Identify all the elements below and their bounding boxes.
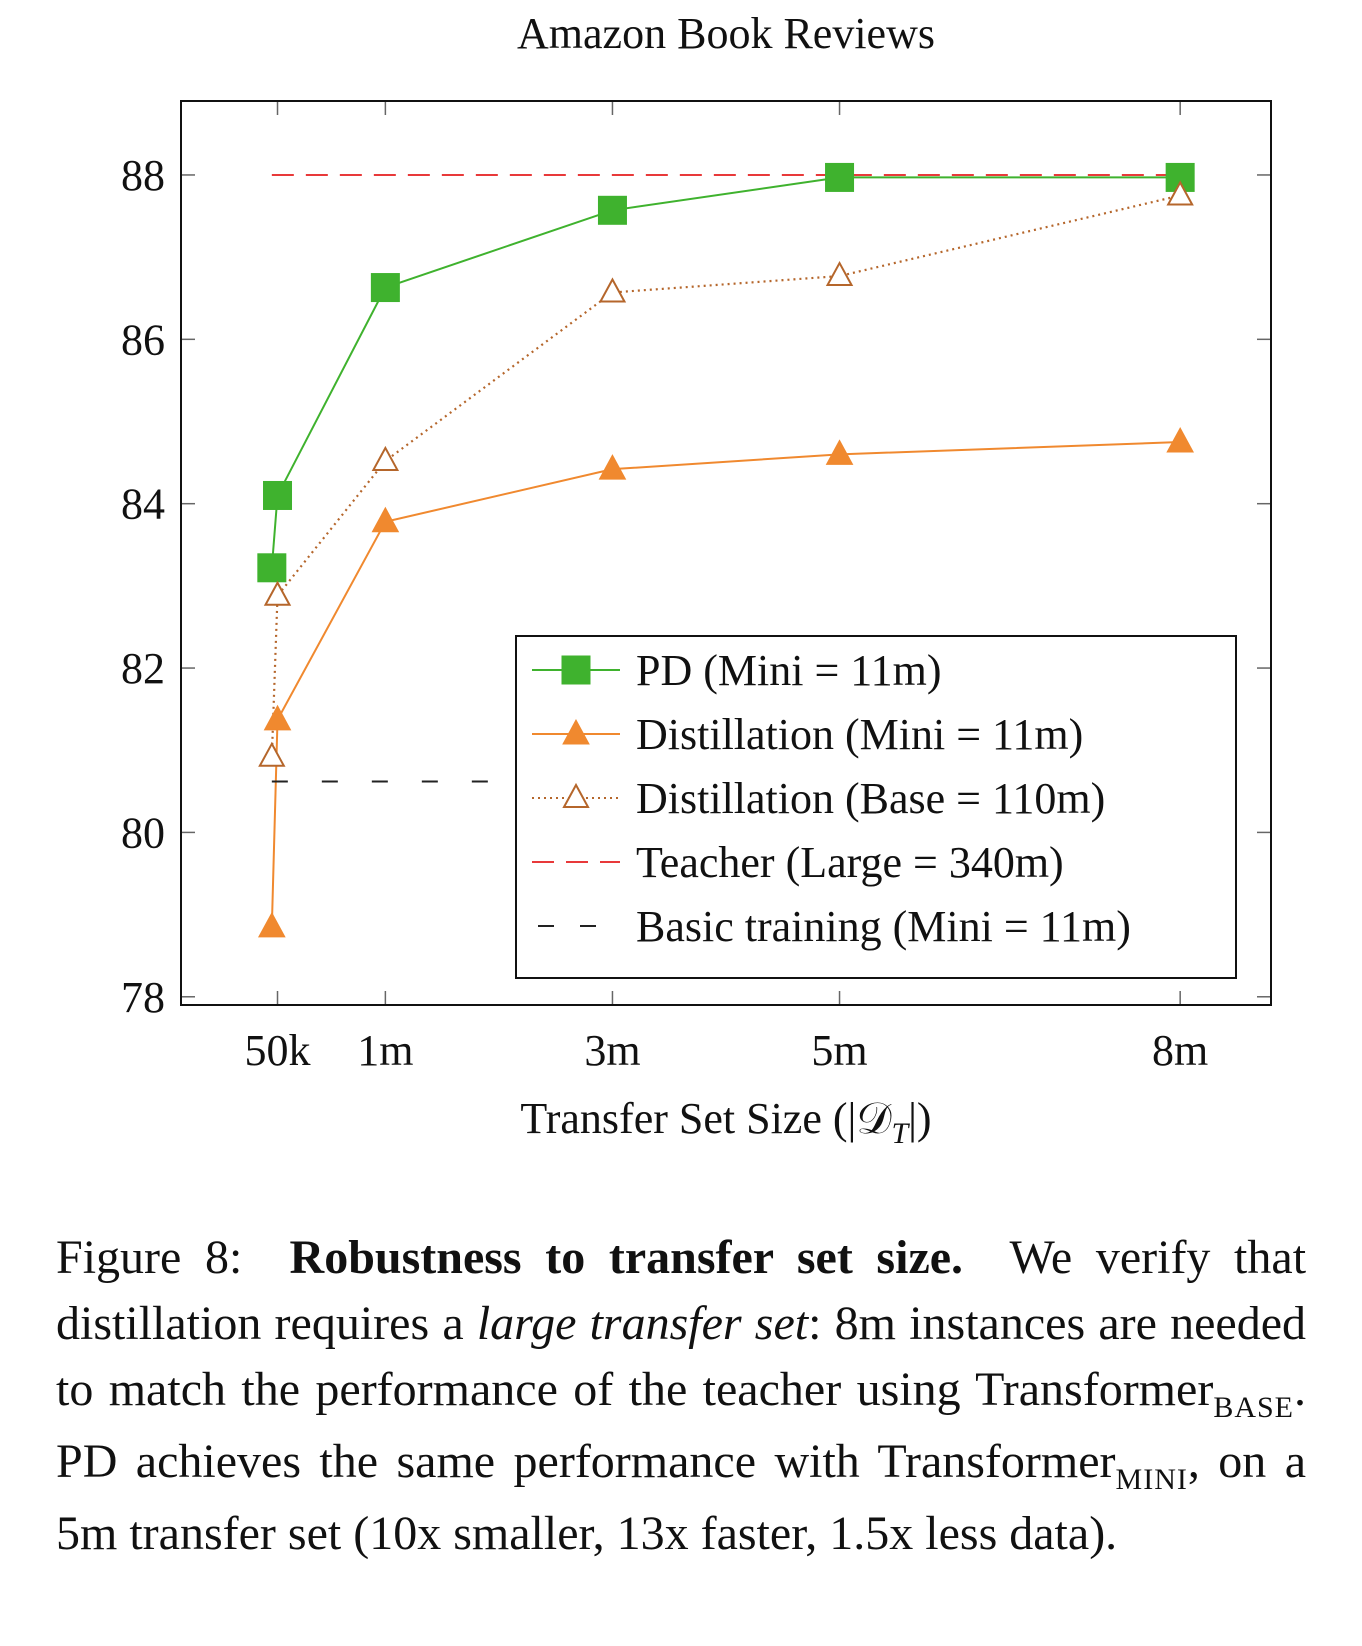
legend-label-3: Teacher (Large = 340m) [636, 838, 1064, 887]
legend-marker-0 [561, 655, 591, 685]
x-tick-label-4: 8m [1152, 1026, 1208, 1075]
series-0-point-3 [597, 195, 627, 225]
series-2-point-5 [1166, 180, 1194, 206]
plot-frame [180, 100, 1272, 1006]
legend: PD (Mini = 11m) Distillation (Mini = 11m)… [515, 635, 1237, 979]
x-axis-label: Transfer Set Size (|𝒟T|) [520, 1094, 931, 1150]
y-tick-label-2: 82 [121, 644, 165, 693]
y-tick-label-1: 80 [121, 808, 165, 857]
series-1-point-3 [598, 454, 627, 480]
series-line-0 [270, 176, 1181, 568]
series-0-point-2 [370, 273, 400, 303]
x-axis-labels: 50k 1m 3m 5m 8m [245, 1026, 1209, 1075]
series-0-point-4 [825, 162, 855, 192]
x-axis-label-end: |) [908, 1094, 931, 1143]
series-0-point-1 [263, 480, 293, 510]
legend-label-1: Distillation (Mini = 11m) [636, 710, 1083, 759]
x-tick-label-3: 5m [811, 1026, 867, 1075]
series-2-point-1 [263, 580, 292, 606]
series-1-point-2 [371, 506, 400, 533]
legend-label-0: PD (Mini = 11m) [636, 646, 942, 695]
caption-text-1: We verify that distillation requires a [56, 1231, 1307, 1350]
y-axis-labels: 78 80 82 84 86 88 [121, 151, 165, 1022]
legend-box [515, 635, 1237, 979]
series-1-point-4 [825, 439, 854, 465]
figure-caption: Figure 8: Robustness to transfer set siz… [56, 1225, 1306, 1567]
series-2-point-3 [598, 277, 627, 303]
legend-label-2: Distillation (Base = 110m) [636, 774, 1105, 823]
legend-label-4: Basic training (Mini = 11m) [636, 902, 1131, 951]
series-line-2 [270, 194, 1181, 757]
legend-marker-2 [562, 782, 590, 808]
legend-marker-1 [562, 718, 590, 745]
x-tick-label-0: 50k [245, 1026, 311, 1075]
line-chart: Amazon Book Reviews 78 80 82 84 86 88 50k 1m 3m… [121, 9, 1272, 1150]
series-1-point-1 [263, 704, 292, 731]
series-2-point-0 [258, 741, 286, 767]
y-tick-label-3: 84 [121, 480, 165, 529]
caption-sub-base: BASE [1213, 1391, 1294, 1424]
x-axis-label-sub: T [891, 1117, 910, 1150]
y-tick-label-4: 86 [121, 315, 165, 364]
x-tick-label-2: 3m [584, 1026, 640, 1075]
caption-italic: large transfer set [476, 1297, 809, 1350]
caption-sub-mini: MINI [1115, 1463, 1188, 1496]
x-tick-label-1: 1m [357, 1026, 413, 1075]
series-2-point-4 [825, 260, 854, 287]
y-tick-label-0: 78 [121, 973, 165, 1022]
caption-text-2: : 8m instances are needed to match the p… [56, 1297, 1307, 1416]
caption-text-4: , on a 5m transfer set (10x smaller, 13x… [56, 1435, 1306, 1560]
series-1-point-0 [257, 911, 286, 938]
caption-bold: Robustness to transfer set size. [289, 1231, 964, 1284]
y-tick-label-5: 88 [121, 151, 165, 200]
caption-label: Figure 8: [56, 1231, 243, 1284]
series-1-point-5 [1166, 427, 1195, 453]
series-2-point-2 [371, 445, 400, 471]
axis-ticks [181, 101, 1271, 1005]
series-0-point-0 [257, 553, 287, 583]
chart-title: Amazon Book Reviews [517, 9, 935, 58]
x-axis-label-main: Transfer Set Size (|𝒟 [520, 1094, 892, 1143]
caption-text-3: . PD achieves the same performance with … [56, 1363, 1306, 1488]
